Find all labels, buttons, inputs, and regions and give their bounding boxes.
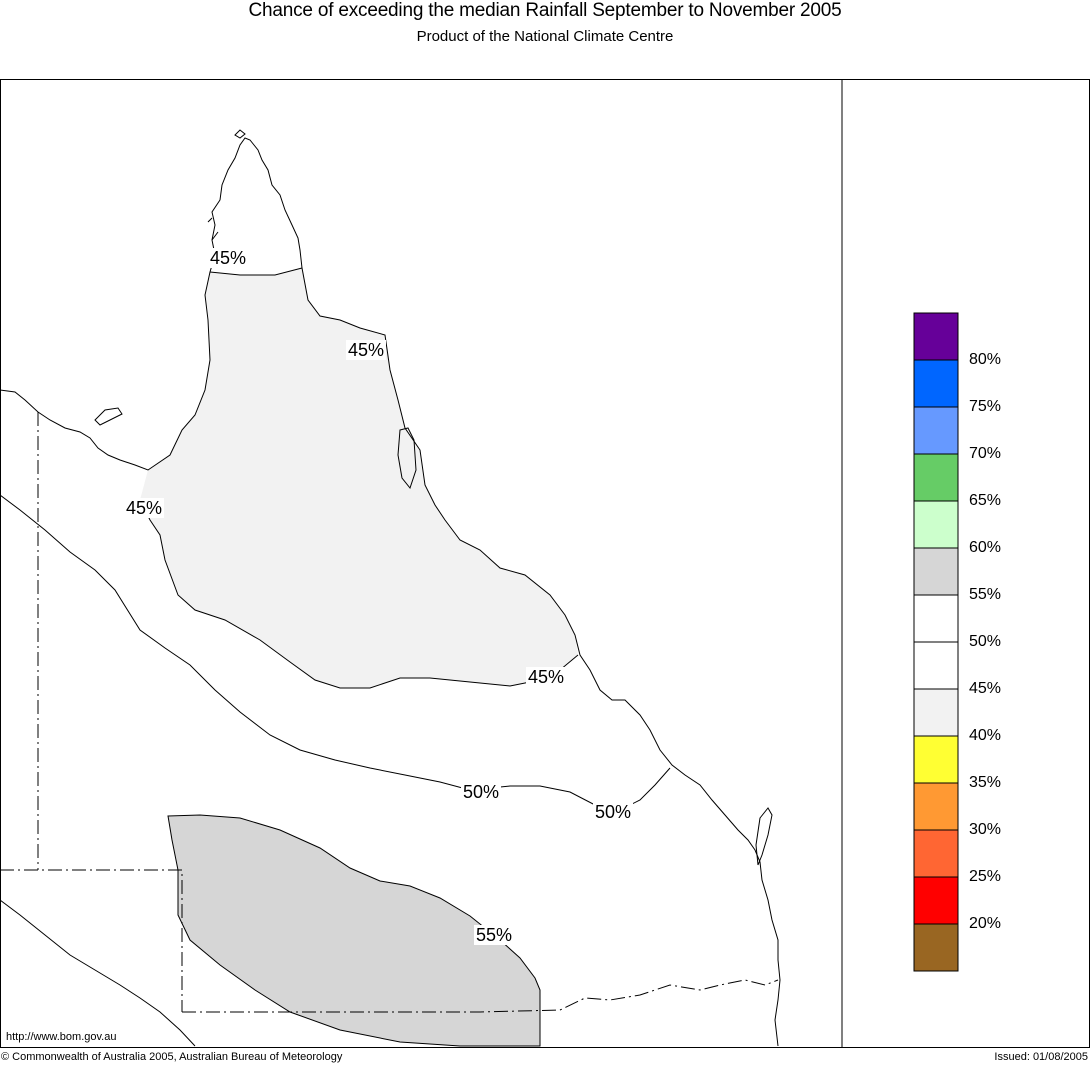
legend-swatch [913,876,959,925]
legend-colorbar [913,312,959,972]
contour-50 [0,494,671,811]
legend-label: 80% [969,351,1002,368]
state-border-nsw-qld [182,979,779,1013]
legend-swatch [913,594,959,643]
contour-line-lower [0,899,196,1047]
shade-region-55 [167,814,541,1047]
contour-label-45-south: 45% [526,667,567,687]
legend-label: 55% [969,586,1002,603]
shade-region-45 [140,268,578,688]
legend-swatch [913,829,959,878]
contour-45-cape [209,267,303,276]
contour-label-50-east: 50% [593,802,634,822]
map-subtitle: Product of the National Climate Centre [416,28,674,45]
fraser-island [755,807,773,866]
coastal-lake [397,427,417,490]
legend-swatch [913,547,959,596]
map-title: Chance of exceeding the median Rainfall … [248,0,842,21]
issued-date: Issued: 01/08/2005 [994,1051,1088,1063]
legend-label: 65% [969,492,1002,509]
mornington-island [94,407,123,426]
contour-label-50-mid: 50% [461,782,502,802]
coastline [0,137,781,1047]
legend-label: 30% [969,821,1002,838]
contour-45-main [139,499,579,689]
legend-swatch [913,453,959,502]
legend-label: 50% [969,633,1002,650]
legend-label: 75% [969,398,1002,415]
legend-swatch [913,500,959,549]
source-url: http://www.bom.gov.au [5,1031,118,1043]
legend-swatch [913,312,959,361]
legend-label: 25% [969,868,1002,885]
legend-swatch [913,923,959,972]
legend-swatch [913,735,959,784]
legend-swatch [913,688,959,737]
contour-label-45-cape: 45% [208,248,249,268]
legend-label: 70% [969,445,1002,462]
legend-swatch [913,406,959,455]
contour-label-45-east: 45% [346,340,387,360]
legend-swatch [913,782,959,831]
legend-label: 60% [969,539,1002,556]
legend-label: 35% [969,774,1002,791]
legend-label: 40% [969,727,1002,744]
legend-label: 45% [969,680,1002,697]
copyright-text: © Commonwealth of Australia 2005, Austra… [1,1051,343,1063]
state-border-sa-qld [0,869,183,1012]
contour-label-55: 55% [474,925,515,945]
contour-label-45-west: 45% [124,498,165,518]
torres-islets [207,129,246,241]
legend-swatch [913,359,959,408]
legend-label: 20% [969,915,1002,932]
legend-swatch [913,641,959,690]
